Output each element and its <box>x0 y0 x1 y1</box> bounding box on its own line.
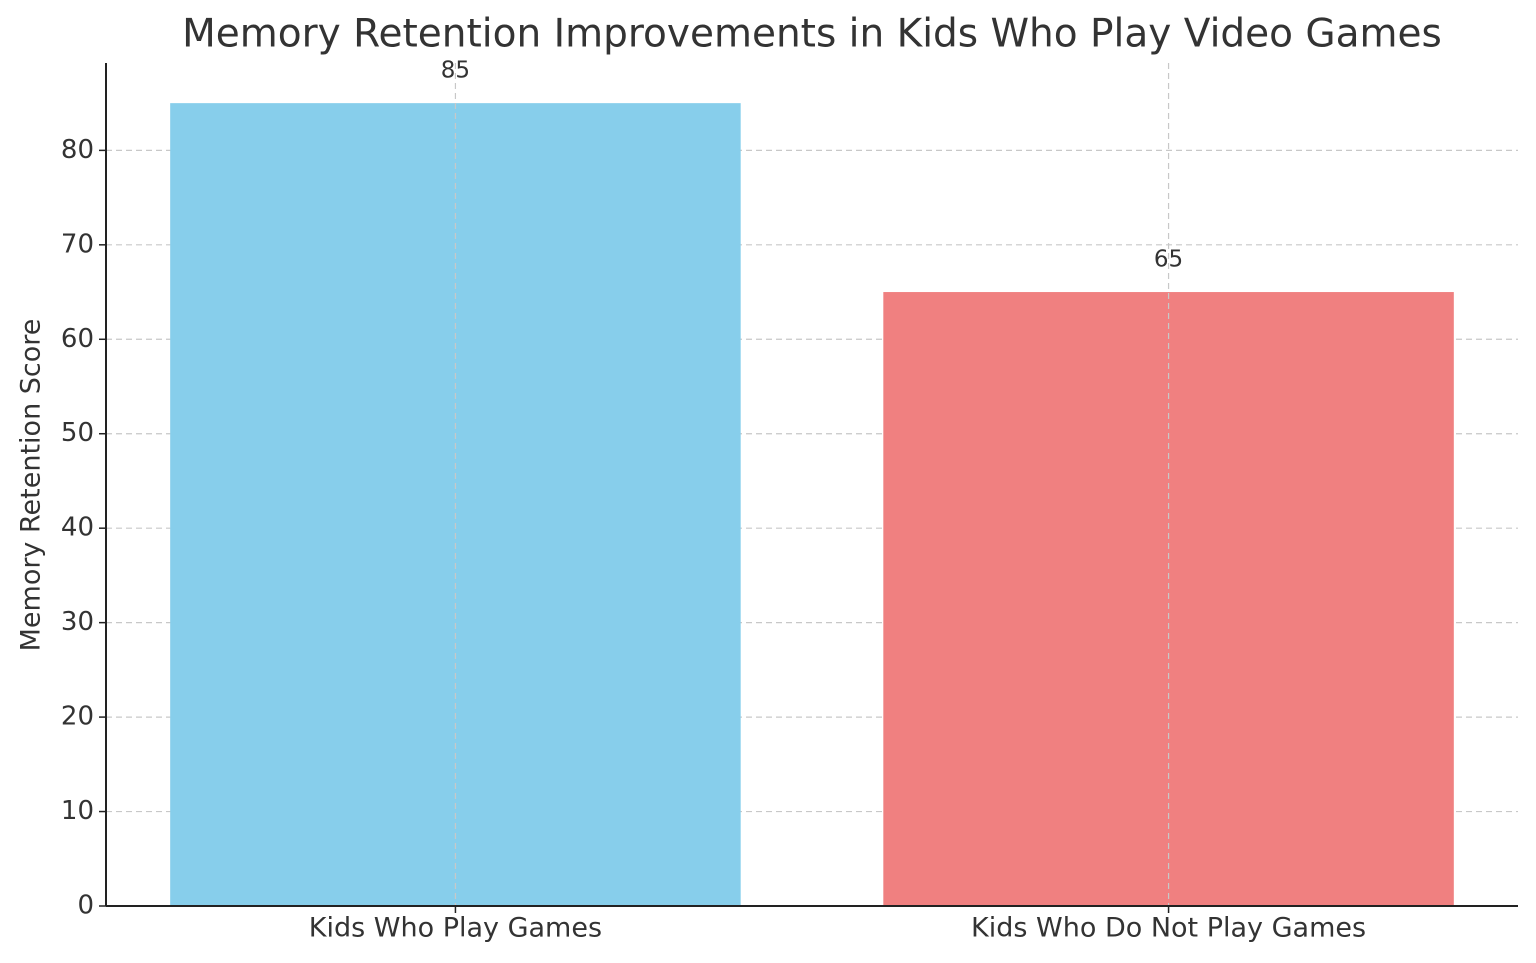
y-tick-label: 20 <box>61 702 94 732</box>
y-tick-label: 10 <box>61 796 94 826</box>
chart-title: Memory Retention Improvements in Kids Wh… <box>182 12 1442 57</box>
y-tick-label: 40 <box>61 513 94 543</box>
x-tick-label: Kids Who Do Not Play Games <box>971 913 1366 944</box>
y-tick-label: 80 <box>61 135 94 165</box>
y-tick-label: 70 <box>61 229 94 259</box>
y-tick-label: 60 <box>61 324 94 354</box>
y-tick-label: 50 <box>61 418 94 448</box>
data-label: 65 <box>1154 247 1183 273</box>
y-tick-label: 30 <box>61 607 94 637</box>
x-tick-label: Kids Who Play Games <box>309 913 602 944</box>
data-label: 85 <box>441 58 470 84</box>
y-tick-label: 0 <box>77 891 94 921</box>
y-axis-label: Memory Retention Score <box>16 319 47 652</box>
